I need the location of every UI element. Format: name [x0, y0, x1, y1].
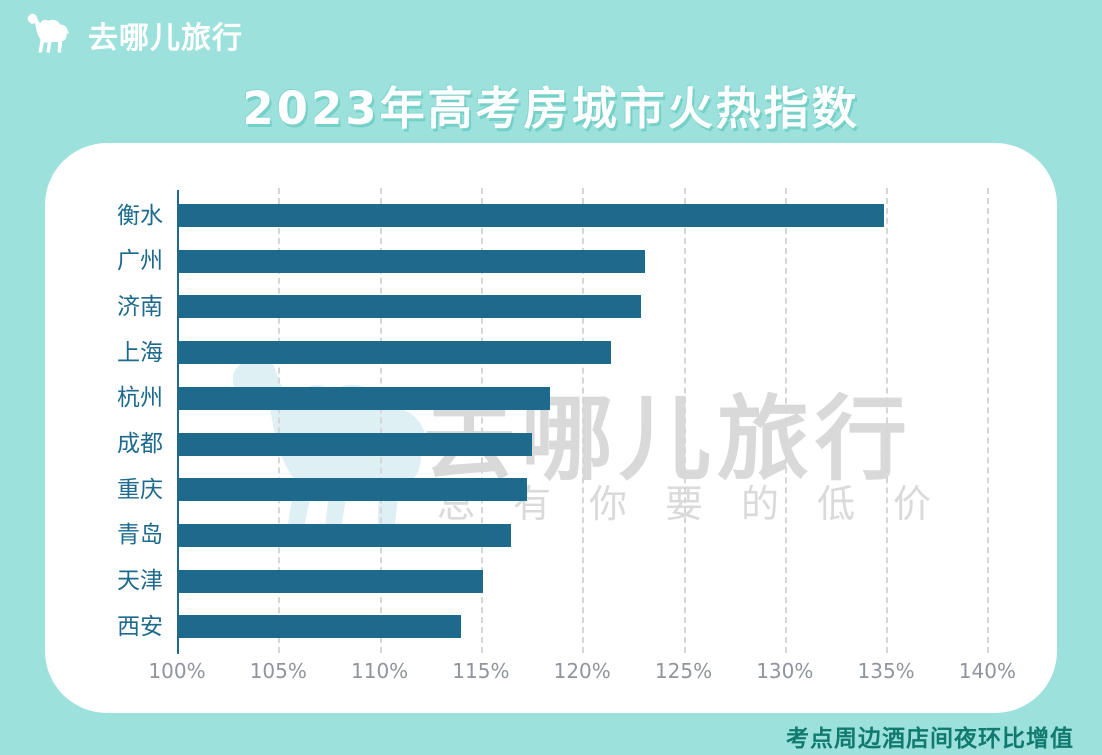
gridline-105%: [278, 188, 281, 653]
x-axis-tick-label: 115%: [452, 659, 510, 683]
x-axis-tick-label: 105%: [249, 659, 307, 683]
qunar-logo: 去哪儿旅行: [24, 12, 243, 58]
bar-青岛: [179, 523, 512, 547]
gridline-135%: [886, 188, 889, 653]
bar-西安: [179, 615, 461, 639]
x-axis-tick-label: 100%: [148, 659, 206, 683]
category-label: 广州: [117, 248, 163, 275]
x-axis-tick-label: 130%: [756, 659, 814, 683]
category-label: 西安: [117, 613, 163, 640]
bar-济南: [179, 295, 641, 319]
bar-重庆: [179, 478, 528, 502]
gridline-120%: [582, 188, 585, 653]
category-label: 上海: [117, 339, 163, 366]
page-title: 2023年高考房城市火热指数: [242, 82, 860, 135]
bar-天津: [179, 569, 483, 593]
x-axis-tick-label: 135%: [857, 659, 915, 683]
gridline-130%: [784, 188, 787, 653]
category-label: 天津: [117, 568, 163, 595]
bar-广州: [179, 249, 645, 273]
footnote: 考点周边酒店间夜环比增值: [786, 726, 1074, 752]
gridline-110%: [379, 188, 382, 653]
x-axis-tick-label: 125%: [654, 659, 713, 683]
logo-text: 去哪儿旅行: [88, 21, 243, 56]
bar-上海: [179, 341, 611, 365]
bar-杭州: [179, 386, 550, 410]
camel-icon: [27, 13, 70, 53]
x-axis-tick-label: 140%: [958, 659, 1016, 683]
category-label: 重庆: [117, 476, 163, 503]
chart-card: 去哪儿旅行 总有你要的低价 100% 105% 110% 115% 120% 125% 13…: [45, 143, 1057, 713]
y-axis-line: [177, 190, 179, 654]
category-label: 成都: [117, 431, 163, 457]
category-label: 衡水: [117, 202, 163, 229]
category-label: 青岛: [117, 522, 163, 549]
bar-衡水: [179, 204, 885, 227]
bar-chart: 100% 105% 110% 115% 120% 125% 130% 135% 140% 衡水广州…: [45, 143, 1057, 713]
gridline-125%: [683, 188, 686, 653]
gridline-140%: [987, 188, 990, 653]
category-label: 杭州: [117, 385, 163, 412]
bar-成都: [179, 432, 532, 456]
category-label: 济南: [117, 293, 163, 320]
x-axis-tick-label: 120%: [553, 659, 611, 683]
gridline-115%: [480, 188, 483, 653]
x-axis-tick-label: 110%: [351, 659, 409, 683]
